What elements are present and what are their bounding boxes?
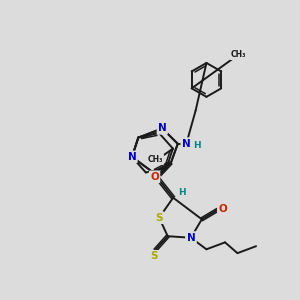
Text: S: S: [150, 251, 158, 261]
Text: H: H: [193, 141, 201, 150]
Text: N: N: [158, 123, 167, 134]
Text: S: S: [155, 213, 163, 223]
Text: O: O: [150, 172, 159, 182]
Text: CH₃: CH₃: [147, 155, 163, 164]
Text: N: N: [128, 152, 136, 162]
Text: H: H: [178, 188, 186, 197]
Text: N: N: [182, 139, 191, 149]
Text: H: H: [193, 141, 201, 150]
Text: O: O: [218, 204, 227, 214]
Text: N: N: [187, 233, 195, 243]
Text: O: O: [150, 172, 159, 182]
Text: CH₃: CH₃: [147, 155, 163, 164]
Text: S: S: [150, 251, 158, 261]
Text: CH₃: CH₃: [230, 50, 246, 59]
Text: N: N: [187, 233, 195, 243]
Text: CH₃: CH₃: [230, 50, 246, 59]
Text: O: O: [218, 204, 227, 214]
Text: N: N: [182, 139, 191, 149]
Text: S: S: [155, 213, 163, 223]
